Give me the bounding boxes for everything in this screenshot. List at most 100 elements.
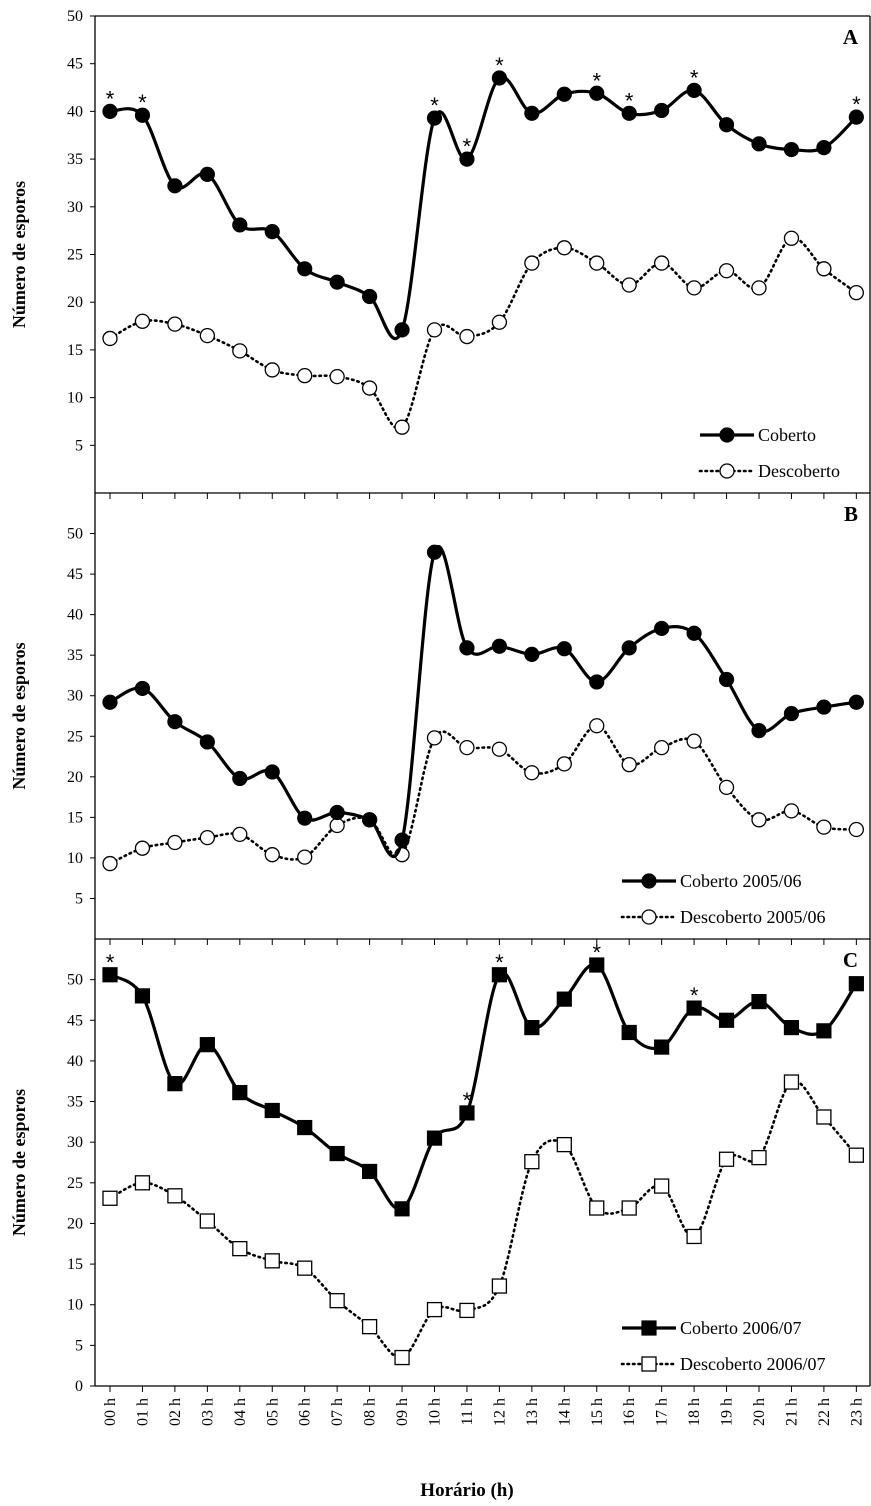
panel-c-series-coberto-2006-07-point [783,1019,800,1036]
panel-c-series-descoberto-2006-07-point [329,1293,345,1309]
panel-c-series-descoberto-2006-07-point [751,1149,767,1166]
x-axis-title: Horário (h) [420,1480,513,1501]
panel-b-legend-marker-descoberto-2005-06 [641,909,657,925]
panel-b-series-coberto-2005-06-point [686,625,702,641]
panel-a-ytick-label: 40 [67,103,83,120]
panel-c-series-coberto-2006-07-point [556,991,572,1007]
panel-c-series-descoberto-2006-07-point [621,1200,637,1216]
panel-a-ytick-label: 35 [67,151,83,168]
panel-a-series-descoberto-point [783,230,800,246]
panel-b-ytick-label: 40 [67,607,83,624]
panel-b-series-descoberto-2005-06-point [426,730,443,746]
panel-a-series-descoberto-point [589,255,605,271]
panel-c-series-coberto-2006-07-point [362,1163,378,1180]
panel-a-series-descoberto-point [329,368,345,385]
panel-a-series-descoberto-point [426,322,443,338]
panel-b-series-descoberto-2005-06-point [589,718,605,734]
panel-b-series-descoberto-2005-06-point [783,803,800,819]
panel-c-legend-marker-coberto-2006-07 [641,1320,657,1336]
panel-c-series-descoberto-2006-07-point [654,1178,670,1194]
panel-a-series-coberto-point [718,117,735,133]
panel-c-ytick-label: 35 [67,1094,83,1111]
x-tick-label: 14 h [556,1398,573,1426]
panel-c-series-coberto-2006-07-point [426,1130,443,1146]
panel-c-series-coberto-2006-07: * * * * * [102,940,864,1217]
panel-a-series-descoberto-point [297,368,313,384]
panel-b-series-descoberto-2005-06-point [491,741,508,757]
panel-b-letter: B [844,502,858,526]
panel-b-series-descoberto-2005-06-point [264,847,280,863]
panel-b-ytick-label: 30 [67,688,83,705]
panel-a-series-coberto-point [134,107,151,123]
panel-a-series-descoberto-point [491,314,508,330]
panel-a-series-coberto-significance-star: * [625,88,634,113]
panel-a-series-coberto-point [232,217,248,233]
x-tick-label: 06 h [297,1398,314,1426]
panel-b-series-descoberto-2005-06-point [134,840,151,856]
panel-b-series-coberto-2005-06-point [102,694,118,710]
panel-a-series-coberto-point [199,166,215,182]
panel-a-legend-label-descoberto: Descoberto [758,461,840,481]
panel-a-ytick-label: 5 [75,437,83,454]
panel-a-series-descoberto-point [524,255,540,271]
panel-b-ytick-label: 50 [67,526,83,543]
panel-c-series-coberto-2006-07-point [751,993,767,1010]
panel-a-series-descoberto-point [134,313,151,329]
panel-b: 5 10 15 20 25 30 35 40 45 50 Número de esporos B Cob… [9,493,871,945]
panel-b-series-coberto-2005-06-point [394,832,410,848]
panel-c-series-coberto-2006-07-point [232,1085,248,1101]
panel-c-legend: Coberto 2006/07 Descoberto 2006/07 [620,1318,825,1374]
panel-a-series-descoberto-point [556,240,572,256]
panel-b-series-coberto-2005-06-point [816,699,832,715]
panel-c-series-descoberto-2006-07-point [361,1319,378,1335]
panel-b-series-descoberto-2005-06-point [167,834,183,851]
panel-c-series-descoberto-2006-07-point [491,1278,508,1294]
panel-a-series-descoberto-point [394,419,410,435]
panel-b-series-coberto-2005-06-point [718,671,735,688]
panel-c-series-descoberto-2006-07-point [816,1109,832,1125]
panel-c-series-coberto-2006-07-point [134,988,151,1004]
panel-a-series-descoberto-line [108,236,858,430]
panel-a-legend: Coberto Descoberto [698,425,840,481]
panel-a-series-descoberto-point [232,343,248,359]
panel-c-series-descoberto-2006-07-point [232,1240,248,1257]
panel-c-series-descoberto-2006-07-point [848,1147,864,1163]
panel-a-series-descoberto-point [848,285,864,301]
panel-a-ytick-label: 30 [67,199,83,216]
panel-a-series-coberto-point [297,261,313,277]
panel-a-series-coberto-point [491,70,507,86]
panel-c-ytick-label: 20 [67,1215,83,1232]
panel-a-legend-marker-descoberto [719,463,735,479]
panel-b-series-coberto-2005-06-point [459,640,475,656]
panel-a-legend-marker-coberto [719,427,735,443]
panel-a-series-coberto-point [686,82,702,99]
panel-a-series-coberto-significance-star: * [106,86,115,111]
panel-c-series-coberto-2006-07-point [589,957,605,973]
panel-a-series-coberto-point [459,151,475,167]
panel-c-series-coberto-2006-07-point [459,1105,475,1121]
x-tick-label: 07 h [329,1398,346,1426]
panel-b-series-coberto-2005-06-point [329,804,345,821]
panel-a-series-descoberto-point [167,316,183,332]
panel-a-series-descoberto-point [102,330,118,347]
x-tick-label: 05 h [264,1398,281,1426]
panel-c-ytick-label: 50 [67,972,83,989]
panel-c-ytick-label: 25 [67,1175,83,1192]
panel-a-ytick-label: 15 [67,342,83,359]
x-tick-label: 11 h [459,1398,476,1425]
panel-b-series-coberto-2005-06-point [264,764,280,780]
x-tick-label: 13 h [524,1398,541,1426]
panel-b-series-descoberto-2005-06-point [686,733,702,749]
panel-c-letter: C [843,948,858,972]
x-tick-label: 02 h [167,1398,184,1426]
x-tick-label: 18 h [686,1398,703,1426]
panel-c-ytick-label: 45 [67,1012,83,1029]
panel-a-ytick-label: 25 [67,247,83,264]
panel-c-legend-label-coberto-2006-07: Coberto 2006/07 [680,1318,802,1338]
panel-c-series-coberto-2006-07-point [621,1024,637,1041]
panel-a-series-coberto-significance-star: * [690,65,699,90]
panel-b-series-descoberto-2005-06-point [816,819,832,835]
panel-c-series-descoberto-2006-07-point [134,1175,151,1191]
panel-a-series-descoberto-point [361,380,378,396]
